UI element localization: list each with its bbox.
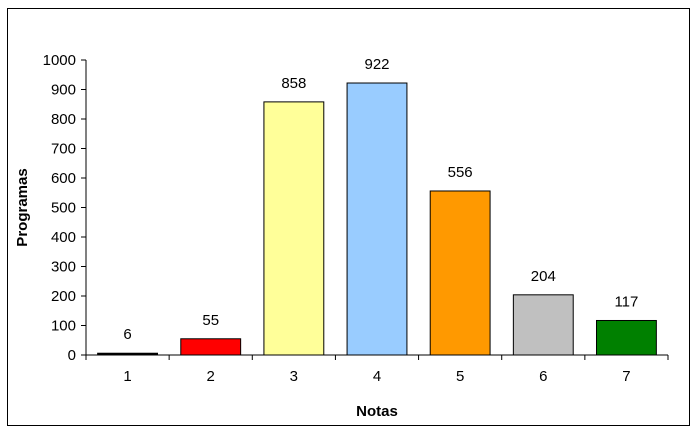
y-tick-label: 900: [51, 82, 76, 99]
x-tick-label: 5: [456, 368, 464, 385]
bar-4: [346, 82, 408, 356]
data-label: 556: [448, 164, 473, 181]
y-tick-label: 500: [51, 200, 76, 217]
x-tick-label: 2: [207, 368, 215, 385]
bar-1: [97, 352, 159, 356]
bar-3: [263, 101, 325, 356]
y-tick-label: 200: [51, 288, 76, 305]
data-label: 858: [281, 75, 306, 92]
data-label: 922: [364, 56, 389, 73]
y-tick-label: 400: [51, 229, 76, 246]
bar-2: [180, 338, 242, 356]
y-axis-title: Programas: [14, 168, 31, 246]
y-tick-label: 300: [51, 259, 76, 276]
x-tick-label: 4: [373, 368, 381, 385]
bar-5: [429, 190, 491, 356]
bar-6: [512, 294, 574, 356]
data-label: 55: [202, 312, 219, 329]
x-axis-title: Notas: [356, 403, 398, 420]
x-tick-label: 3: [290, 368, 298, 385]
data-label: 117: [614, 293, 638, 310]
data-label: 6: [123, 326, 131, 343]
x-tick-label: 6: [539, 368, 547, 385]
y-tick-label: 600: [51, 170, 76, 187]
y-tick-label: 700: [51, 141, 76, 158]
y-tick-label: 800: [51, 111, 76, 128]
bar-7: [595, 319, 657, 356]
y-tick-label: 1000: [43, 52, 76, 69]
y-tick-label: 0: [68, 347, 76, 364]
x-tick-label: 1: [123, 368, 131, 385]
x-tick-label: 7: [622, 368, 630, 385]
data-label: 204: [531, 268, 556, 285]
y-tick-label: 100: [51, 318, 76, 335]
